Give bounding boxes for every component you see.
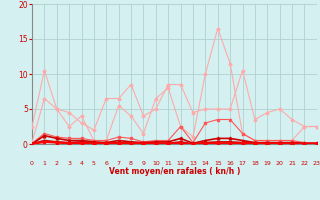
X-axis label: Vent moyen/en rafales ( kn/h ): Vent moyen/en rafales ( kn/h ) [109, 167, 240, 176]
